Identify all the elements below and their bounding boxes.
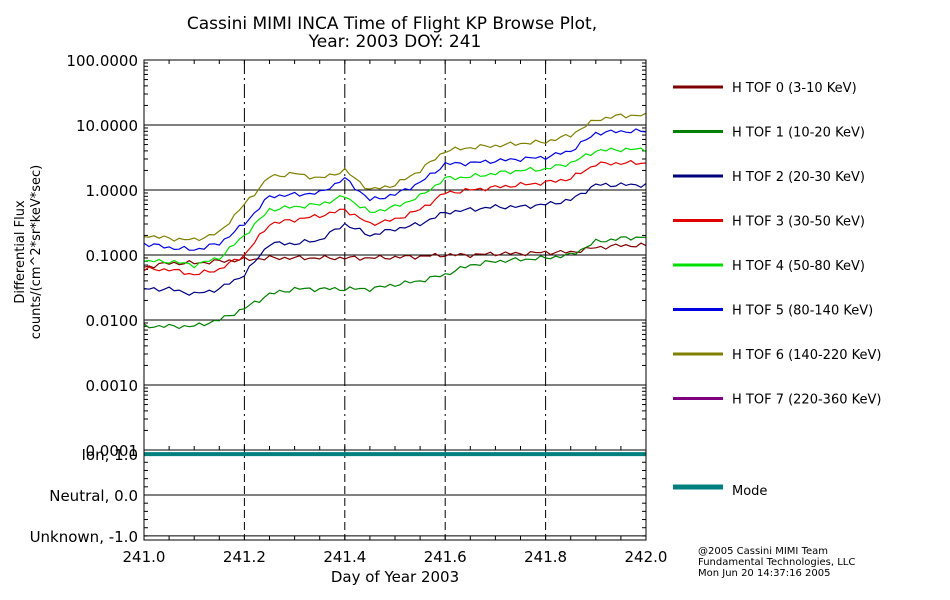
footer-copyright: @2005 Cassini MIMI Team (698, 546, 828, 557)
series-line-tof-4 (143, 147, 647, 269)
x-tick-label: 241.6 (424, 548, 467, 566)
legend-label-tof-5: H TOF 5 (80-140 KeV) (732, 304, 873, 319)
y-axis-label-line2: counts/(cm^2*sr*keV*sec) (29, 165, 44, 339)
y-tick-labels: 100.0000 10.0000 1.0000 0.1000 0.0100 0.0010 0… (66, 52, 138, 460)
y-tick-label: 0.0100 (86, 312, 139, 330)
x-tick-label: 241.8 (524, 548, 567, 566)
y-tick-label: 100.0000 (66, 52, 138, 70)
x-tick-label: 241.2 (223, 548, 266, 566)
mode-tick-label: Unknown, -1.0 (30, 528, 138, 546)
flux-grid (143, 59, 647, 451)
chart-subtitle: Year: 2003 DOY: 241 (308, 32, 482, 52)
x-tick-label: 241.4 (323, 548, 366, 566)
legend-label-tof-7: H TOF 7 (220-360 KeV) (732, 393, 881, 408)
legend-label-tof-4: H TOF 4 (50-80 KeV) (732, 259, 865, 274)
y-tick-label: 1.0000 (86, 182, 139, 200)
legend-label-mode: Mode (732, 484, 767, 499)
legend-label-tof-6: H TOF 6 (140-220 KeV) (732, 348, 881, 363)
x-tick-labels: 241.0 241.2 241.4 241.6 241.8 242.0 (123, 548, 668, 566)
legend-label-tof-0: H TOF 0 (3-10 KeV) (732, 81, 857, 96)
mode-panel-frame (143, 449, 647, 541)
footer-timestamp: Mon Jun 20 14:37:16 2005 (698, 568, 831, 579)
x-axis-label: Day of Year 2003 (331, 568, 459, 586)
x-tick-label: 242.0 (625, 548, 668, 566)
chart-title: Cassini MIMI INCA Time of Flight KP Brow… (187, 14, 597, 34)
series-line-tof-6 (143, 112, 647, 242)
series-line-tof-5 (143, 128, 647, 251)
y-tick-label: 0.0001 (86, 442, 139, 460)
mode-tick-label: Ion, 1.0 (82, 446, 139, 464)
series-line-tof-2 (143, 182, 647, 296)
legend: H TOF 0 (3-10 KeV) H TOF 1 (10-20 KeV) H T… (673, 81, 881, 499)
footer-company: Fundamental Technologies, LLC (698, 557, 855, 568)
mode-grid (143, 450, 647, 540)
y-tick-label: 0.0010 (86, 377, 139, 395)
series-layer (143, 112, 647, 330)
legend-label-tof-3: H TOF 3 (30-50 KeV) (732, 215, 865, 230)
legend-label-tof-2: H TOF 2 (20-30 KeV) (732, 170, 865, 185)
y-axis-label-line1: Differential Flux (13, 200, 28, 304)
y-tick-label: 10.0000 (76, 117, 138, 135)
y-tick-label: 0.1000 (86, 247, 139, 265)
mode-tick-label: Neutral, 0.0 (49, 487, 138, 505)
series-line-tof-0 (143, 242, 647, 269)
series-line-tof-3 (143, 159, 647, 276)
x-tick-label: 241.0 (123, 548, 166, 566)
legend-label-tof-1: H TOF 1 (10-20 KeV) (732, 126, 865, 141)
series-line-tof-1 (143, 236, 647, 330)
mode-tick-labels: Ion, 1.0 Neutral, 0.0 Unknown, -1.0 (30, 446, 138, 546)
